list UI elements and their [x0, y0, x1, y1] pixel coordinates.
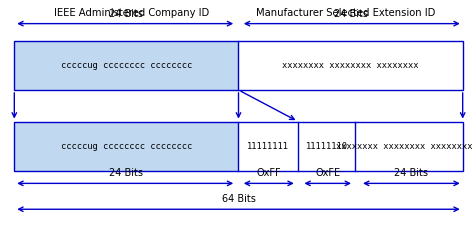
Bar	[14, 40, 238, 90]
Bar	[238, 40, 462, 90]
Text: 24 Bits: 24 Bits	[333, 9, 367, 19]
Bar	[14, 122, 462, 171]
Bar	[298, 122, 355, 171]
Text: xxxxxxxx xxxxxxxx xxxxxxxx: xxxxxxxx xxxxxxxx xxxxxxxx	[282, 61, 418, 70]
Text: Manufacturer Selected Extension ID: Manufacturer Selected Extension ID	[256, 8, 435, 18]
Text: cccccug cccccccc cccccccc: cccccug cccccccc cccccccc	[60, 142, 192, 151]
Text: xxxxxxxx xxxxxxxx xxxxxxxx: xxxxxxxx xxxxxxxx xxxxxxxx	[336, 142, 472, 151]
Text: 24 Bits: 24 Bits	[393, 169, 427, 178]
Text: IEEE Administered Company ID: IEEE Administered Company ID	[53, 8, 208, 18]
Bar	[238, 122, 298, 171]
Text: 11111111: 11111111	[247, 142, 289, 151]
Bar	[355, 122, 462, 171]
Text: OxFF: OxFF	[256, 169, 280, 178]
Text: 11111110: 11111110	[305, 142, 347, 151]
Text: 64 Bits: 64 Bits	[221, 194, 255, 204]
Bar	[14, 122, 238, 171]
Bar	[14, 40, 462, 90]
Text: OxFE: OxFE	[315, 169, 339, 178]
Text: cccccug cccccccc cccccccc: cccccug cccccccc cccccccc	[60, 61, 192, 70]
Text: 24 Bits: 24 Bits	[109, 169, 143, 178]
Text: 24 Bits: 24 Bits	[109, 9, 143, 19]
